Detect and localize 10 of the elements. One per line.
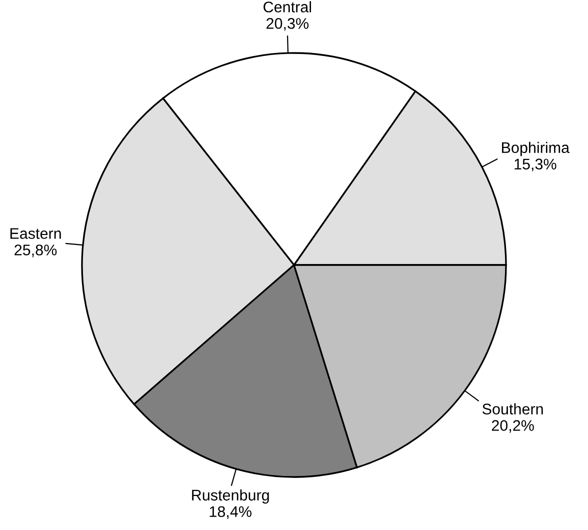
data-label: 18,4%: [210, 506, 252, 519]
slice-label: Rustenburg: [192, 489, 269, 504]
data-label: 15,3%: [514, 158, 556, 172]
slice-label: Eastern: [10, 228, 61, 239]
data-label: 20,2%: [492, 420, 534, 433]
slice-label: Bophirima: [502, 142, 570, 156]
slice-label: Southern: [482, 403, 543, 414]
data-label: 20,3%: [266, 18, 309, 31]
slice-label: Central: [264, 1, 312, 12]
data-label: 25,8%: [14, 244, 57, 258]
